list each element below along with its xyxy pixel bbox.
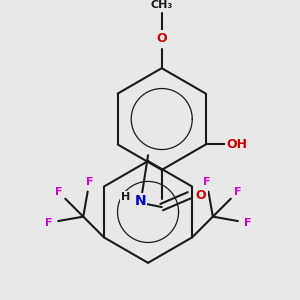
Text: OH: OH	[226, 138, 248, 151]
Text: O: O	[196, 189, 206, 202]
Text: F: F	[55, 187, 62, 197]
Text: N: N	[134, 194, 146, 208]
Text: CH₃: CH₃	[151, 0, 173, 10]
Text: F: F	[85, 177, 93, 187]
Text: F: F	[45, 218, 52, 228]
Text: H: H	[121, 192, 130, 202]
Text: F: F	[244, 218, 251, 228]
Text: F: F	[234, 187, 242, 197]
Text: F: F	[203, 177, 211, 187]
Text: O: O	[156, 32, 167, 45]
